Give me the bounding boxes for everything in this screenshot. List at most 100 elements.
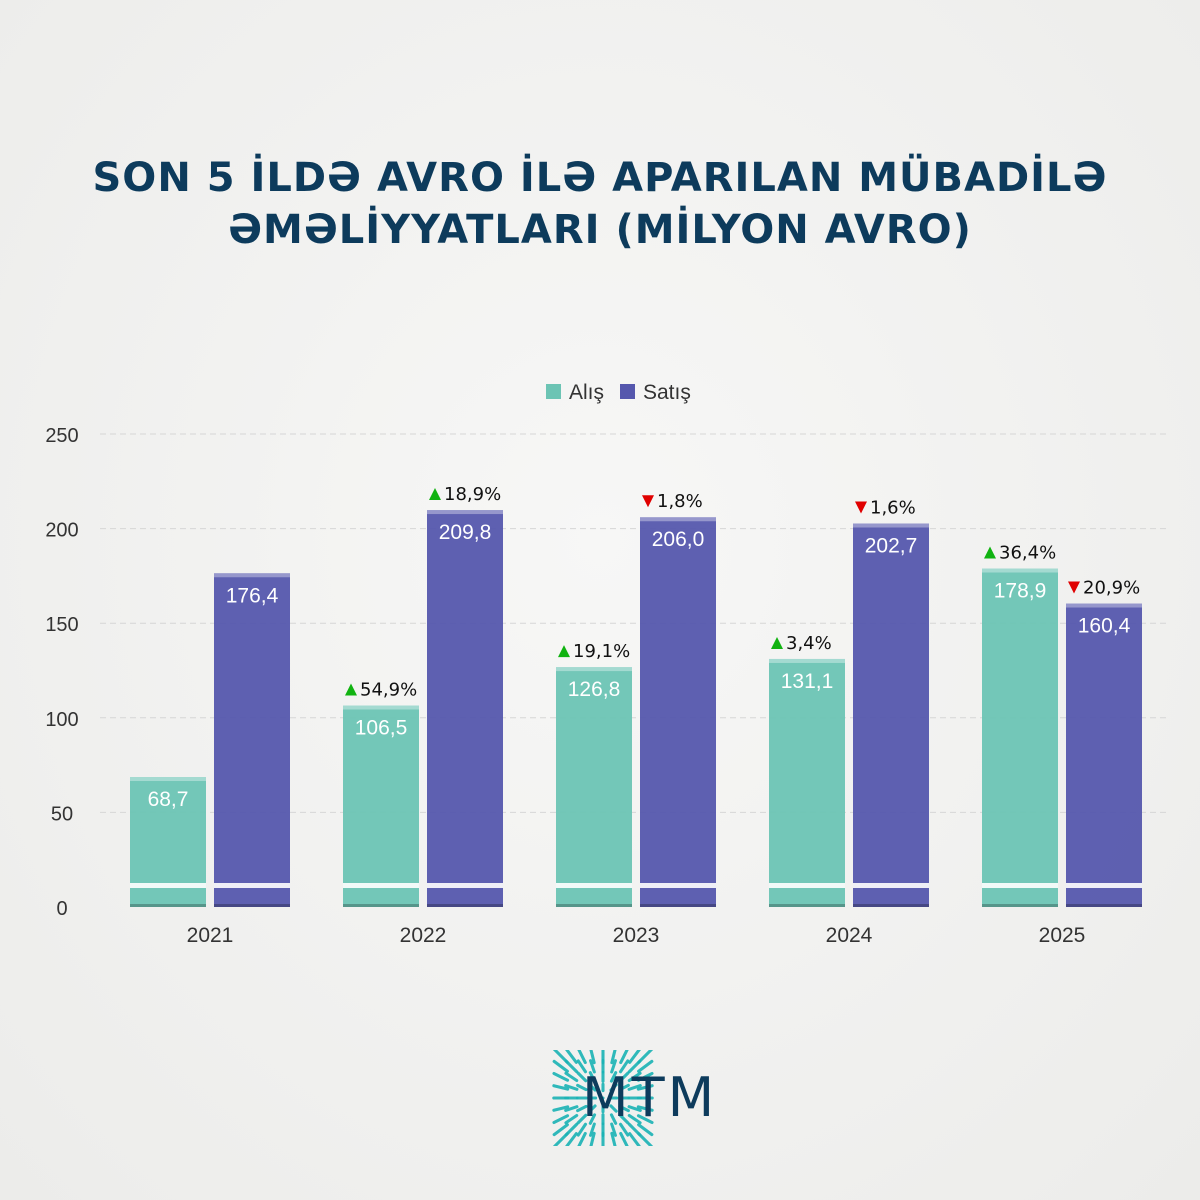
- bar-top-highlight: [214, 573, 290, 578]
- change-label: 20,9%: [1083, 578, 1140, 599]
- bar: [427, 510, 503, 907]
- logo-dash: [618, 1122, 630, 1137]
- bar-base: [1066, 904, 1142, 907]
- title-line-1: SON 5 İLDƏ AVRO İLƏ APARILAN MÜBADİLƏ: [92, 155, 1108, 201]
- bar-base: [769, 904, 845, 907]
- bar: [640, 517, 716, 907]
- bar-top-highlight: [853, 523, 929, 528]
- bar-base: [982, 904, 1058, 907]
- logo-dash: [627, 1084, 642, 1091]
- logo-dash: [618, 1104, 630, 1113]
- logo-dash: [627, 1071, 642, 1083]
- logo-dash: [589, 1122, 596, 1137]
- x-tick-label: 2022: [400, 924, 447, 947]
- bar: [556, 667, 632, 907]
- bar-top-highlight: [130, 777, 206, 782]
- logo-dash: [576, 1059, 588, 1074]
- bar-break-line: [769, 883, 845, 888]
- logo-dash: [564, 1084, 579, 1091]
- bar-break-line: [130, 883, 206, 888]
- bar: [1066, 603, 1142, 907]
- bar: [343, 705, 419, 907]
- bar-base: [640, 904, 716, 907]
- bar-base: [130, 904, 206, 907]
- change-label: 19,1%: [573, 641, 630, 662]
- x-tick-label: 2025: [1039, 924, 1086, 947]
- change-label: 1,8%: [657, 491, 703, 512]
- logo-dash: [637, 1059, 654, 1073]
- bar-top-highlight: [427, 510, 503, 515]
- logo-dash: [552, 1132, 569, 1146]
- logo-dash: [565, 1050, 578, 1064]
- logo-dash: [589, 1050, 596, 1065]
- logo-dash: [637, 1050, 654, 1064]
- logo-dash: [609, 1113, 618, 1125]
- change-label: 54,9%: [360, 680, 417, 701]
- arrow-up-icon: [345, 683, 357, 696]
- logo-dash: [618, 1071, 630, 1083]
- logo-dash: [618, 1083, 630, 1092]
- logo-dash: [628, 1050, 641, 1064]
- y-tick-label: 0: [56, 898, 67, 920]
- data-label: 160,4: [1078, 615, 1131, 638]
- legend: Alış Satış: [546, 381, 691, 404]
- logo-dash: [577, 1050, 587, 1065]
- logo-dash: [552, 1105, 570, 1112]
- data-label: 176,4: [226, 584, 279, 607]
- y-tick-label: 250: [45, 425, 78, 447]
- x-tick-label: 2021: [187, 924, 234, 947]
- logo-dash: [637, 1123, 654, 1137]
- data-label: 209,8: [439, 521, 492, 544]
- logo-dash: [610, 1059, 617, 1074]
- logo-dash: [552, 1114, 570, 1125]
- change-label: 3,4%: [786, 633, 832, 654]
- title-line-2: ƏMƏLİYYATLARI (MİLYON AVRO): [228, 207, 972, 253]
- x-tick-label: 2023: [613, 924, 660, 947]
- logo-dash: [636, 1084, 654, 1091]
- data-label: 178,9: [994, 580, 1047, 603]
- legend-label: Alış: [569, 381, 604, 404]
- logo-dash: [564, 1059, 579, 1074]
- logo-dash: [628, 1132, 641, 1146]
- bar-break-line: [853, 883, 929, 888]
- data-label: 126,8: [568, 678, 621, 701]
- bar-break-line: [214, 883, 290, 888]
- legend-swatch: [546, 384, 561, 399]
- logo-dash: [564, 1071, 579, 1083]
- arrow-up-icon: [429, 488, 441, 501]
- arrow-up-icon: [984, 546, 996, 559]
- bar-base: [427, 904, 503, 907]
- bar-top-highlight: [769, 658, 845, 663]
- logo-dash: [552, 1050, 569, 1064]
- data-label: 202,7: [865, 534, 918, 557]
- y-tick-label: 200: [45, 520, 78, 542]
- logo-dash: [627, 1113, 642, 1125]
- bar-base: [556, 904, 632, 907]
- legend-swatch: [620, 384, 635, 399]
- bar-top-highlight: [343, 705, 419, 710]
- y-tick-label: 150: [45, 614, 78, 636]
- logo-text: MTM: [582, 1066, 718, 1129]
- logo-dash: [636, 1105, 654, 1112]
- bar-top-highlight: [640, 517, 716, 522]
- bar-break-line: [427, 883, 503, 888]
- logo-dash: [609, 1083, 618, 1092]
- logo-dash: [552, 1059, 569, 1073]
- logo-dash: [610, 1131, 617, 1146]
- data-label: 131,1: [781, 670, 834, 693]
- bar: [769, 658, 845, 907]
- logo-dash: [618, 1113, 630, 1125]
- logo-dash: [576, 1104, 588, 1113]
- arrow-up-icon: [771, 636, 783, 649]
- bar-break-line: [1066, 883, 1142, 888]
- logo-dash: [636, 1071, 654, 1082]
- bar-break-line: [640, 883, 716, 888]
- logo-dash: [609, 1104, 618, 1113]
- chart-title: SON 5 İLDƏ AVRO İLƏ APARILAN MÜBADİLƏ ƏM…: [0, 152, 1200, 256]
- bar-break-line: [982, 883, 1058, 888]
- change-label: 36,4%: [999, 543, 1056, 564]
- logo-dash: [636, 1114, 654, 1125]
- data-label: 206,0: [652, 528, 705, 551]
- bar: [853, 523, 929, 907]
